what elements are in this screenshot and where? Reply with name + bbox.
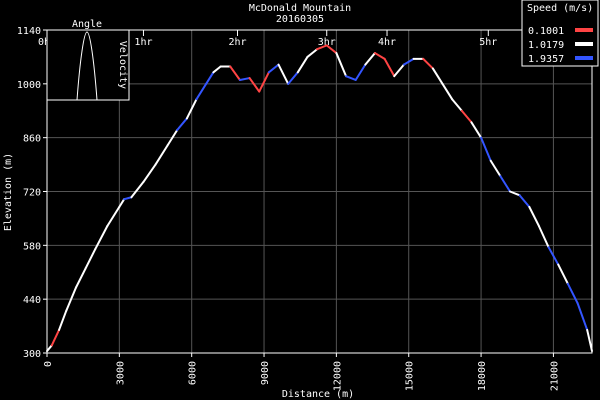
series-segment: [166, 128, 179, 147]
x-axis-label: Distance (m): [282, 389, 354, 400]
series-segment: [123, 196, 133, 201]
series-segment: [58, 309, 68, 331]
y-tick-label: 1000: [17, 80, 41, 91]
series-segment: [277, 63, 290, 85]
inset-title: Angle: [72, 19, 102, 30]
series-segment: [238, 77, 251, 81]
series-segment: [528, 205, 540, 228]
x-tick-label: 21000: [549, 361, 560, 391]
series-segment: [154, 144, 169, 166]
series-segment: [258, 71, 270, 93]
y-tick-label: 860: [23, 134, 41, 145]
x-tick-labels: 0 3000 6000 9000 12000 15000 18000 21000: [43, 353, 560, 391]
series-segment: [354, 63, 367, 81]
series-segment: [557, 263, 569, 285]
inset-curve: [76, 31, 98, 101]
series-segment: [296, 55, 309, 74]
legend-swatch: [575, 42, 593, 46]
legend-entries: 0.1001 1.0179 1.9357: [528, 26, 593, 65]
series-segment: [94, 225, 109, 251]
series-segment: [65, 286, 77, 312]
legend-frame: [521, 0, 599, 67]
x-tick-label: 9000: [260, 361, 271, 385]
series-segment: [316, 44, 328, 51]
series-segment: [422, 57, 434, 70]
y-axis-label: Elevation (m): [3, 153, 14, 231]
series-segment: [118, 198, 126, 208]
series-segment: [586, 328, 593, 353]
time-marker-label: 4hr: [378, 37, 396, 48]
series-segment: [364, 52, 376, 66]
series-segment: [130, 180, 145, 199]
y-tick-labels: 300 440 580 720 860 1000 1140: [17, 26, 47, 360]
chart-title: McDonald Mountain: [249, 3, 351, 14]
time-marker-label: 3hr: [318, 37, 336, 48]
series-segment: [142, 163, 157, 183]
series-segment: [325, 44, 338, 55]
series-segment: [74, 267, 87, 289]
time-marker-label: 1hr: [134, 37, 152, 48]
series-segment: [470, 121, 483, 139]
x-tick-label: 18000: [477, 361, 488, 391]
series-segment: [46, 344, 53, 353]
x-tick-label: 12000: [332, 361, 343, 391]
inset-plot: Angle Velocity: [46, 19, 130, 101]
series-segment: [195, 82, 208, 101]
series-segment: [402, 57, 415, 66]
series-segment: [212, 65, 222, 74]
series-segment: [499, 175, 512, 193]
legend-swatch: [575, 28, 593, 32]
series-segment: [248, 77, 261, 93]
series-segment: [205, 71, 215, 85]
legend-entry-label: 1.0179: [528, 40, 564, 51]
time-marker-label: 2hr: [228, 37, 246, 48]
series-segment: [441, 82, 454, 101]
series-segment: [460, 109, 473, 124]
inset-frame: [46, 29, 130, 101]
series-segment: [373, 52, 386, 60]
inset-y-label: Velocity: [117, 41, 128, 89]
y-tick-label: 440: [23, 295, 41, 306]
series-segment: [489, 159, 502, 178]
y-tick-label: 720: [23, 188, 41, 199]
series-segment: [176, 117, 188, 131]
legend-entry-label: 1.9357: [528, 54, 564, 65]
series-segment: [306, 48, 319, 58]
series-segment: [106, 205, 121, 228]
x-tick-label: 3000: [115, 361, 126, 385]
series-segment: [537, 225, 550, 249]
x-tick-label: 15000: [405, 361, 416, 391]
series-segment: [229, 65, 241, 81]
series-segment: [431, 67, 444, 85]
chart-subtitle: 20160305: [276, 14, 324, 25]
series-segment: [84, 248, 97, 270]
legend-swatch: [575, 56, 593, 60]
x-tick-label: 0: [43, 361, 54, 367]
series-segment: [518, 194, 531, 208]
x-tick-label: 6000: [188, 361, 199, 385]
series-segment: [393, 63, 405, 78]
series-segment: [287, 71, 299, 85]
y-tick-label: 580: [23, 241, 41, 252]
series-segment: [451, 98, 463, 112]
legend-entry-label: 0.1001: [528, 26, 564, 37]
y-tick-label: 1140: [17, 26, 41, 37]
elevation-series: [46, 44, 593, 353]
y-tick-label: 300: [23, 349, 41, 360]
series-segment: [185, 98, 198, 120]
legend: Speed (m/s) 0.1001 1.0179 1.9357: [521, 0, 599, 67]
series-segment: [509, 190, 521, 197]
series-segment: [547, 246, 560, 266]
series-segment: [345, 75, 357, 81]
series-segment: [480, 136, 492, 162]
series-segment: [576, 302, 589, 331]
legend-title: Speed (m/s): [527, 3, 593, 14]
series-segment: [566, 282, 579, 305]
time-marker-label: 5hr: [479, 37, 497, 48]
series-segment: [335, 52, 348, 78]
series-segment: [50, 328, 61, 347]
series-segment: [383, 57, 396, 78]
series-segment: [267, 63, 280, 74]
